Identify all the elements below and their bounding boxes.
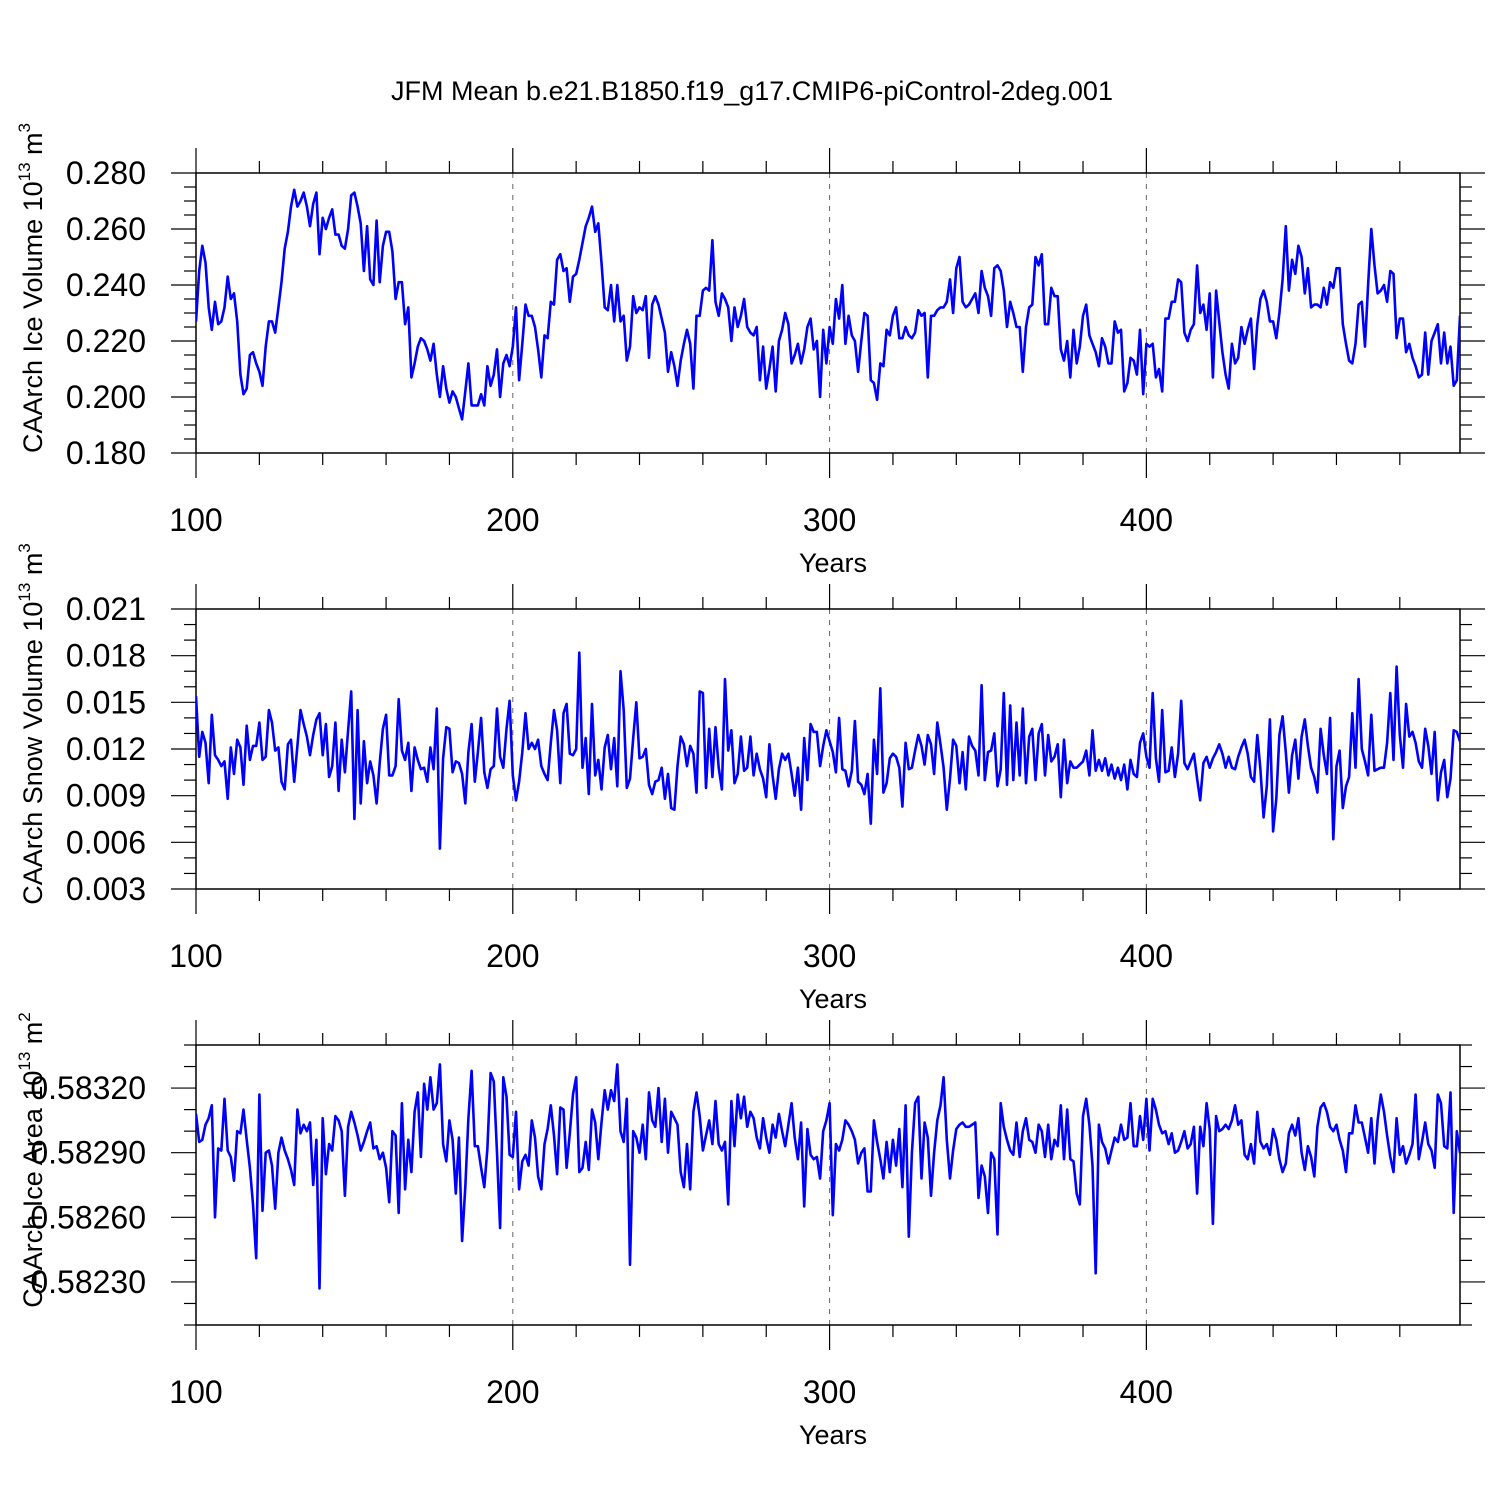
x-tick-label-100: 100 — [169, 938, 222, 974]
y-axis-label-snow-volume: CAArch Snow Volume 1013 m3 — [15, 543, 48, 905]
y-axis-label-exponent: 13 — [15, 162, 34, 181]
y-tick-label-2: 0.009 — [66, 778, 146, 814]
y-tick-label-1: 0.006 — [66, 824, 146, 860]
y-tick-label-3: 0.240 — [66, 267, 146, 303]
y-tick-label-2: 0.58290 — [30, 1135, 146, 1171]
x-tick-label-300: 300 — [803, 502, 856, 538]
y-tick-label-0: 0.003 — [66, 871, 146, 907]
x-tick-label-200: 200 — [486, 938, 539, 974]
figure-title: JFM Mean b.e21.B1850.f19_g17.CMIP6-piCon… — [391, 76, 1113, 106]
x-axis-label-ice-volume: Years — [799, 548, 867, 578]
y-axis-label-unit: m — [18, 553, 48, 583]
y-axis-label-ice-area: CAArch Ice Area 1013 m2 — [15, 1012, 48, 1308]
x-tick-label-100: 100 — [169, 1374, 222, 1410]
y-tick-label-6: 0.021 — [66, 591, 146, 627]
x-tick-label-300: 300 — [803, 938, 856, 974]
y-tick-label-4: 0.015 — [66, 684, 146, 720]
x-tick-label-400: 400 — [1120, 502, 1173, 538]
x-axis-label-snow-volume: Years — [799, 984, 867, 1014]
y-tick-label-5: 0.280 — [66, 155, 146, 191]
y-tick-label-3: 0.58320 — [30, 1070, 146, 1106]
y-axis-label-unit-exponent: 2 — [15, 1012, 34, 1021]
x-tick-label-400: 400 — [1120, 938, 1173, 974]
y-tick-label-1: 0.200 — [66, 379, 146, 415]
x-tick-label-300: 300 — [803, 1374, 856, 1410]
y-tick-label-0: 0.180 — [66, 435, 146, 471]
y-tick-label-4: 0.260 — [66, 211, 146, 247]
x-tick-label-200: 200 — [486, 1374, 539, 1410]
y-tick-label-5: 0.018 — [66, 638, 146, 674]
y-axis-label-text: CAArch Snow Volume 10 — [18, 602, 48, 905]
x-tick-label-200: 200 — [486, 502, 539, 538]
y-tick-label-0: 0.58230 — [30, 1264, 146, 1300]
y-tick-label-3: 0.012 — [66, 731, 146, 767]
y-tick-label-1: 0.58260 — [30, 1199, 146, 1235]
series-line-snow-volume — [196, 651, 1460, 850]
y-axis-label-text: CAArch Ice Volume 10 — [18, 181, 48, 453]
y-axis-label-unit-exponent: 3 — [15, 123, 34, 132]
y-axis-label-unit-exponent: 3 — [15, 543, 34, 552]
y-axis-label-unit: m — [18, 132, 48, 162]
panel-ice-volume: 100 200 300 400 Years 0.180 0.200 0.220 0.240 0.2… — [15, 123, 1485, 578]
y-axis-label-ice-volume: CAArch Ice Volume 1013 m3 — [15, 123, 48, 453]
y-axis-label-text: CAArch Ice Area 10 — [18, 1071, 48, 1308]
series-line-ice-area — [196, 1063, 1460, 1290]
panel-snow-volume: 100 200 300 400 Years 0.003 0.006 0.009 0.012 0.0… — [15, 543, 1485, 1014]
x-tick-label-100: 100 — [169, 502, 222, 538]
x-tick-label-400: 400 — [1120, 1374, 1173, 1410]
y-axis-label-unit: m — [18, 1022, 48, 1052]
panel-ice-area: 100 200 300 400 Years 0.58230 0.58260 0.58290 0.… — [15, 1012, 1485, 1450]
series-line-ice-volume — [196, 188, 1460, 421]
y-axis-label-exponent: 13 — [15, 583, 34, 602]
plot-frame-ice-area — [195, 1044, 1461, 1326]
x-axis-label-ice-area: Years — [799, 1420, 867, 1450]
y-axis-label-exponent: 13 — [15, 1052, 34, 1071]
y-tick-label-2: 0.220 — [66, 323, 146, 359]
